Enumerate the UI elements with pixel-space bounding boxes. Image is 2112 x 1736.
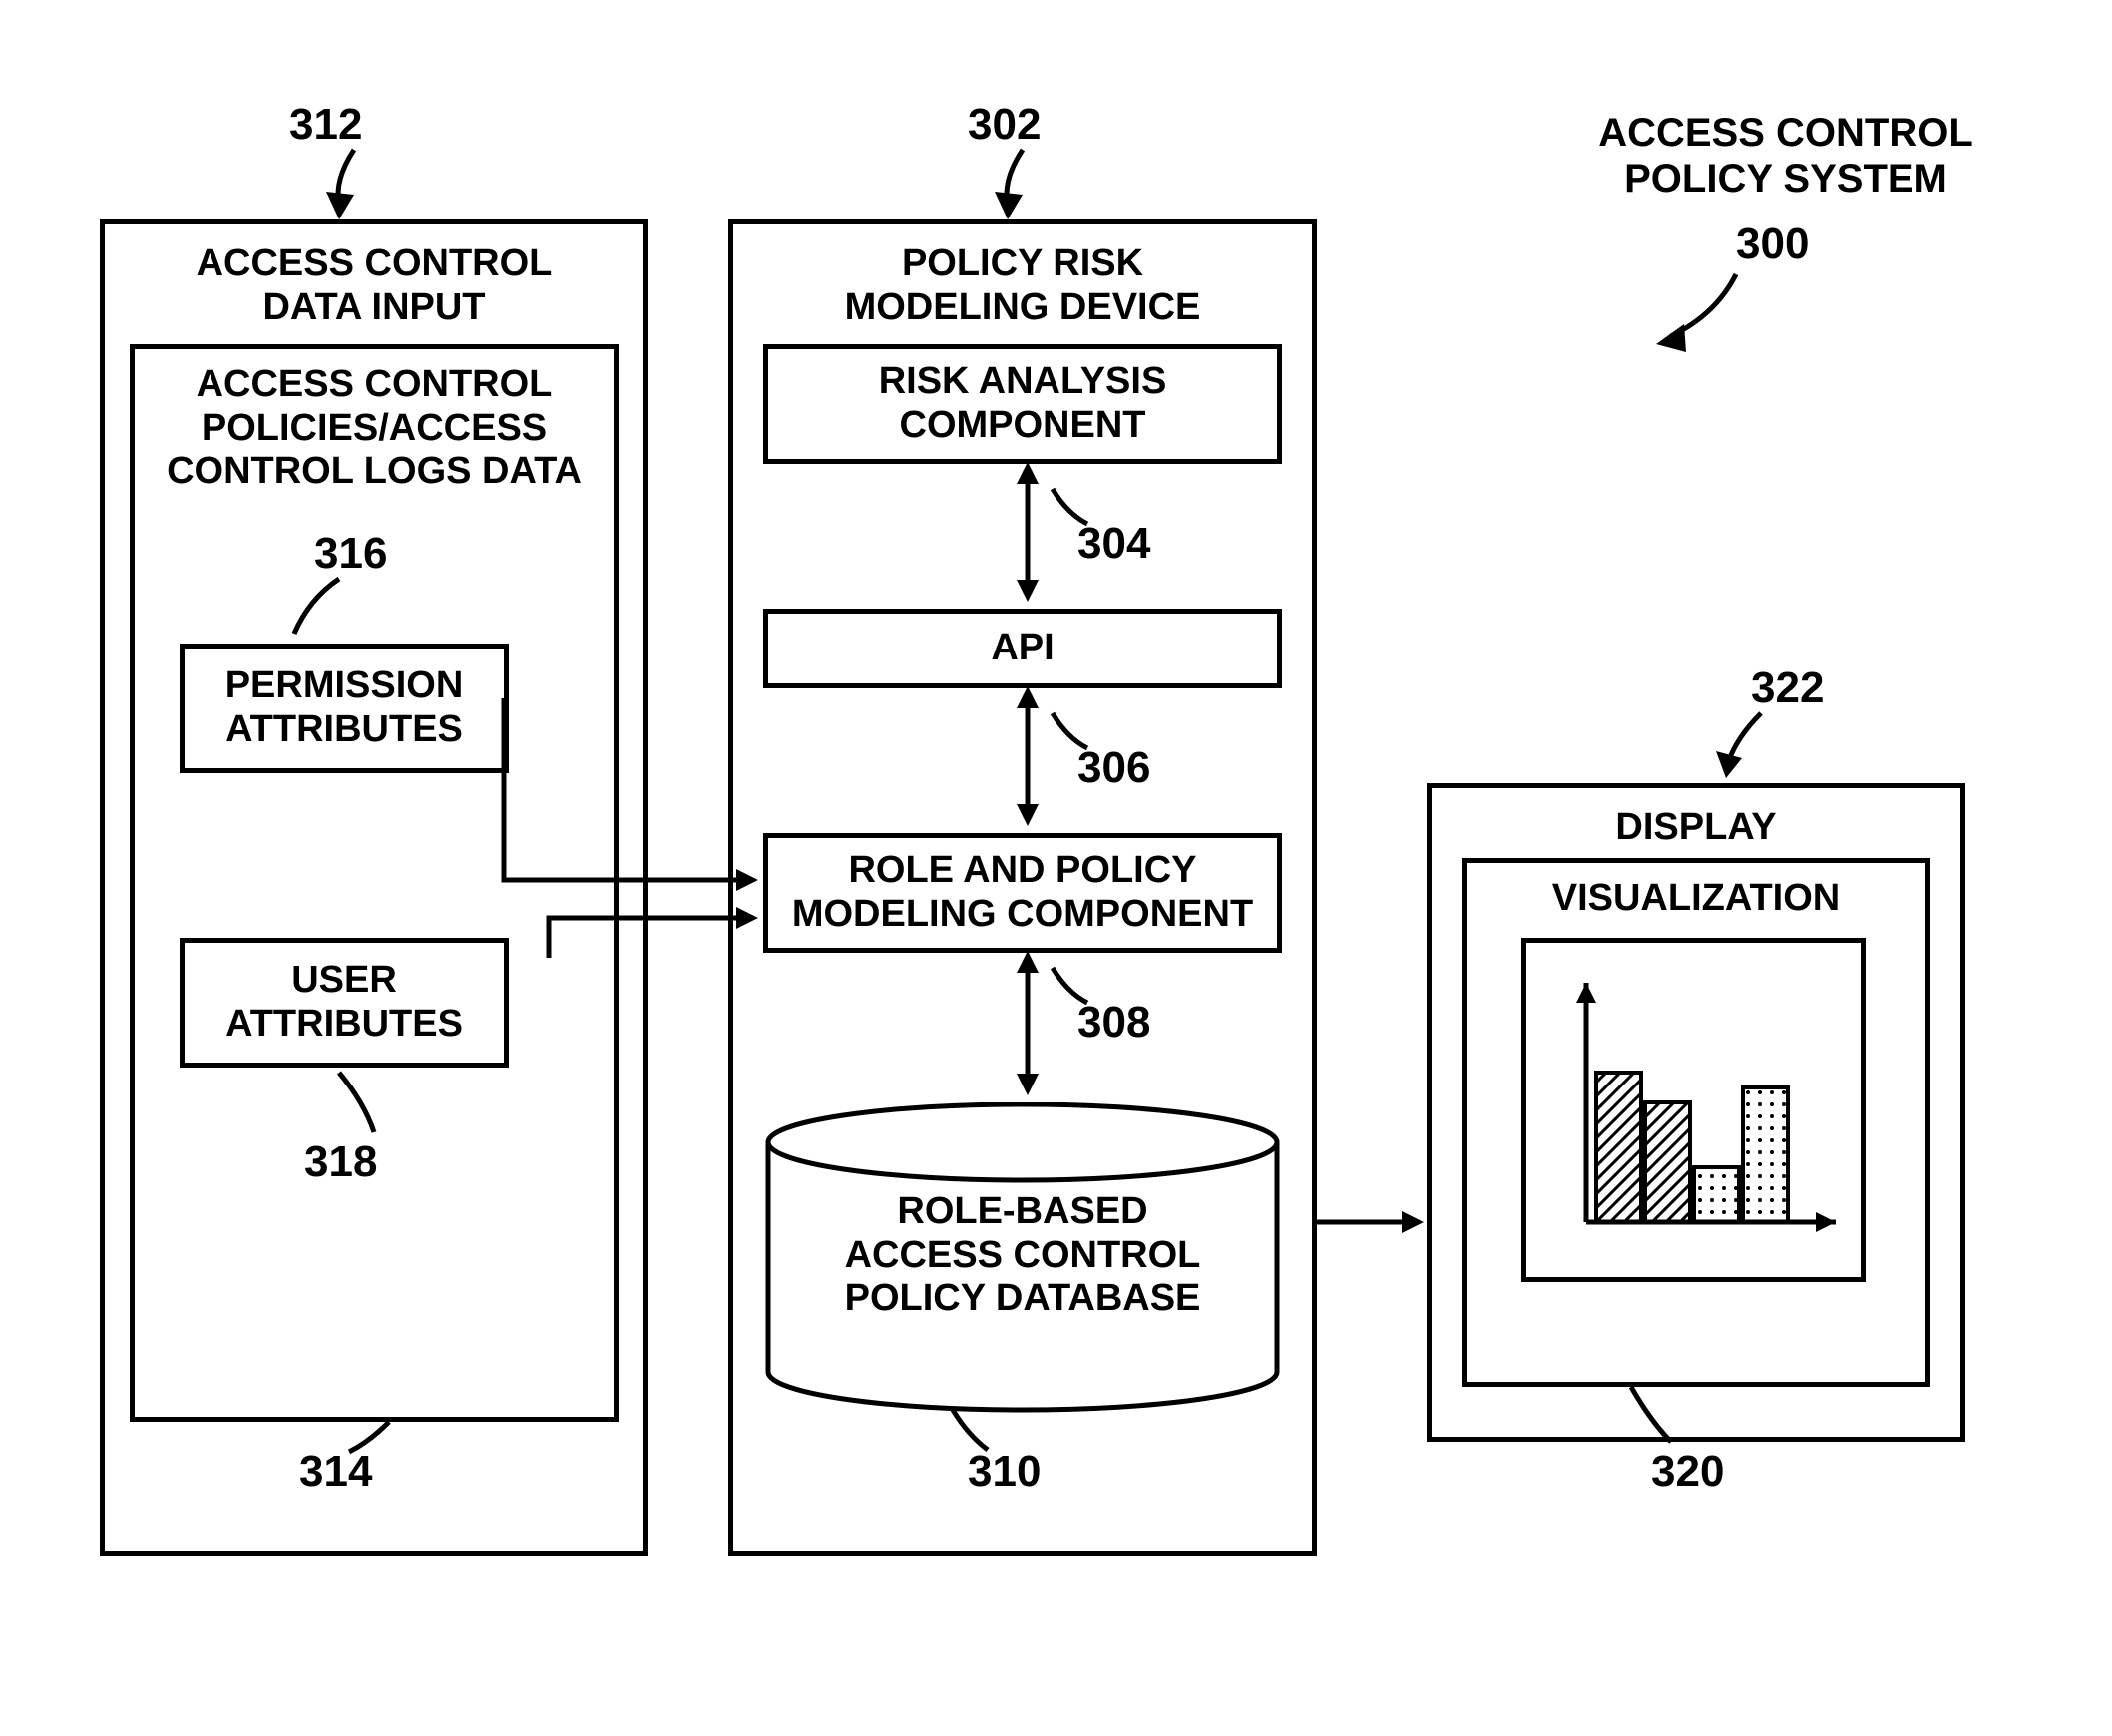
user-box: USER ATTRIBUTES — [180, 938, 509, 1068]
risk-box: RISK ANALYSIS COMPONENT — [763, 344, 1282, 464]
rpm-ref: 308 — [1077, 998, 1150, 1048]
user-label: USER ATTRIBUTES — [219, 951, 469, 1054]
risk-label: RISK ANALYSIS COMPONENT — [873, 352, 1173, 455]
perm-label: PERMISSION ATTRIBUTES — [219, 656, 470, 759]
chart-panel — [1521, 938, 1866, 1282]
api-box: API — [763, 609, 1282, 688]
system-leader-icon — [1656, 274, 1756, 364]
viz-ref: 320 — [1651, 1447, 1724, 1497]
colC-box: DISPLAY VISUALIZATION — [1427, 783, 1965, 1442]
rpm-label: ROLE AND POLICY MODELING COMPONENT — [786, 841, 1259, 944]
db-label: ROLE-BASED ACCESS CONTROL POLICY DATABAS… — [763, 1182, 1282, 1329]
db-to-display-arrow — [1312, 1202, 1432, 1242]
db-ref: 310 — [968, 1447, 1041, 1497]
perm-ref: 316 — [314, 529, 387, 579]
user-leader-icon — [329, 1073, 399, 1142]
risk-ref: 304 — [1077, 519, 1150, 569]
colA-ref: 312 — [289, 100, 362, 150]
colA-box: ACCESS CONTROL DATA INPUT ACCESS CONTROL… — [100, 219, 648, 1556]
colB-box: POLICY RISK MODELING DEVICE RISK ANALYSI… — [728, 219, 1317, 1556]
viz-label: VISUALIZATION — [1467, 869, 1925, 929]
api-label: API — [985, 619, 1059, 678]
colC-ref: 322 — [1751, 663, 1824, 713]
system-title: ACCESS CONTROL POLICY SYSTEM — [1556, 110, 2015, 202]
api-ref: 306 — [1077, 743, 1150, 793]
colC-leader-icon — [1716, 713, 1776, 783]
rpm-box: ROLE AND POLICY MODELING COMPONENT — [763, 833, 1282, 953]
db-label-wrap: ROLE-BASED ACCESS CONTROL POLICY DATABAS… — [763, 1182, 1282, 1329]
colB-ref: 302 — [968, 100, 1041, 150]
colC-title: DISPLAY — [1432, 798, 1960, 858]
diagram-root: ACCESS CONTROL POLICY SYSTEM 300 312 ACC… — [100, 90, 2045, 1626]
colB-leader-icon — [993, 150, 1053, 219]
perm-box: PERMISSION ATTRIBUTES — [180, 644, 509, 773]
colA-inner-ref: 314 — [299, 1447, 372, 1497]
bar-chart-icon — [1526, 943, 1861, 1277]
colA-inner-box: ACCESS CONTROL POLICIES/ACCESS CONTROL L… — [130, 344, 619, 1422]
colA-inner-title: ACCESS CONTROL POLICIES/ACCESS CONTROL L… — [135, 355, 614, 502]
colB-title: POLICY RISK MODELING DEVICE — [733, 234, 1312, 337]
colA-title: ACCESS CONTROL DATA INPUT — [105, 234, 643, 337]
viz-box: VISUALIZATION — [1462, 858, 1930, 1387]
system-ref: 300 — [1736, 219, 1809, 269]
user-ref: 318 — [304, 1137, 377, 1187]
perm-leader-icon — [284, 579, 354, 649]
colA-leader-icon — [324, 150, 384, 219]
